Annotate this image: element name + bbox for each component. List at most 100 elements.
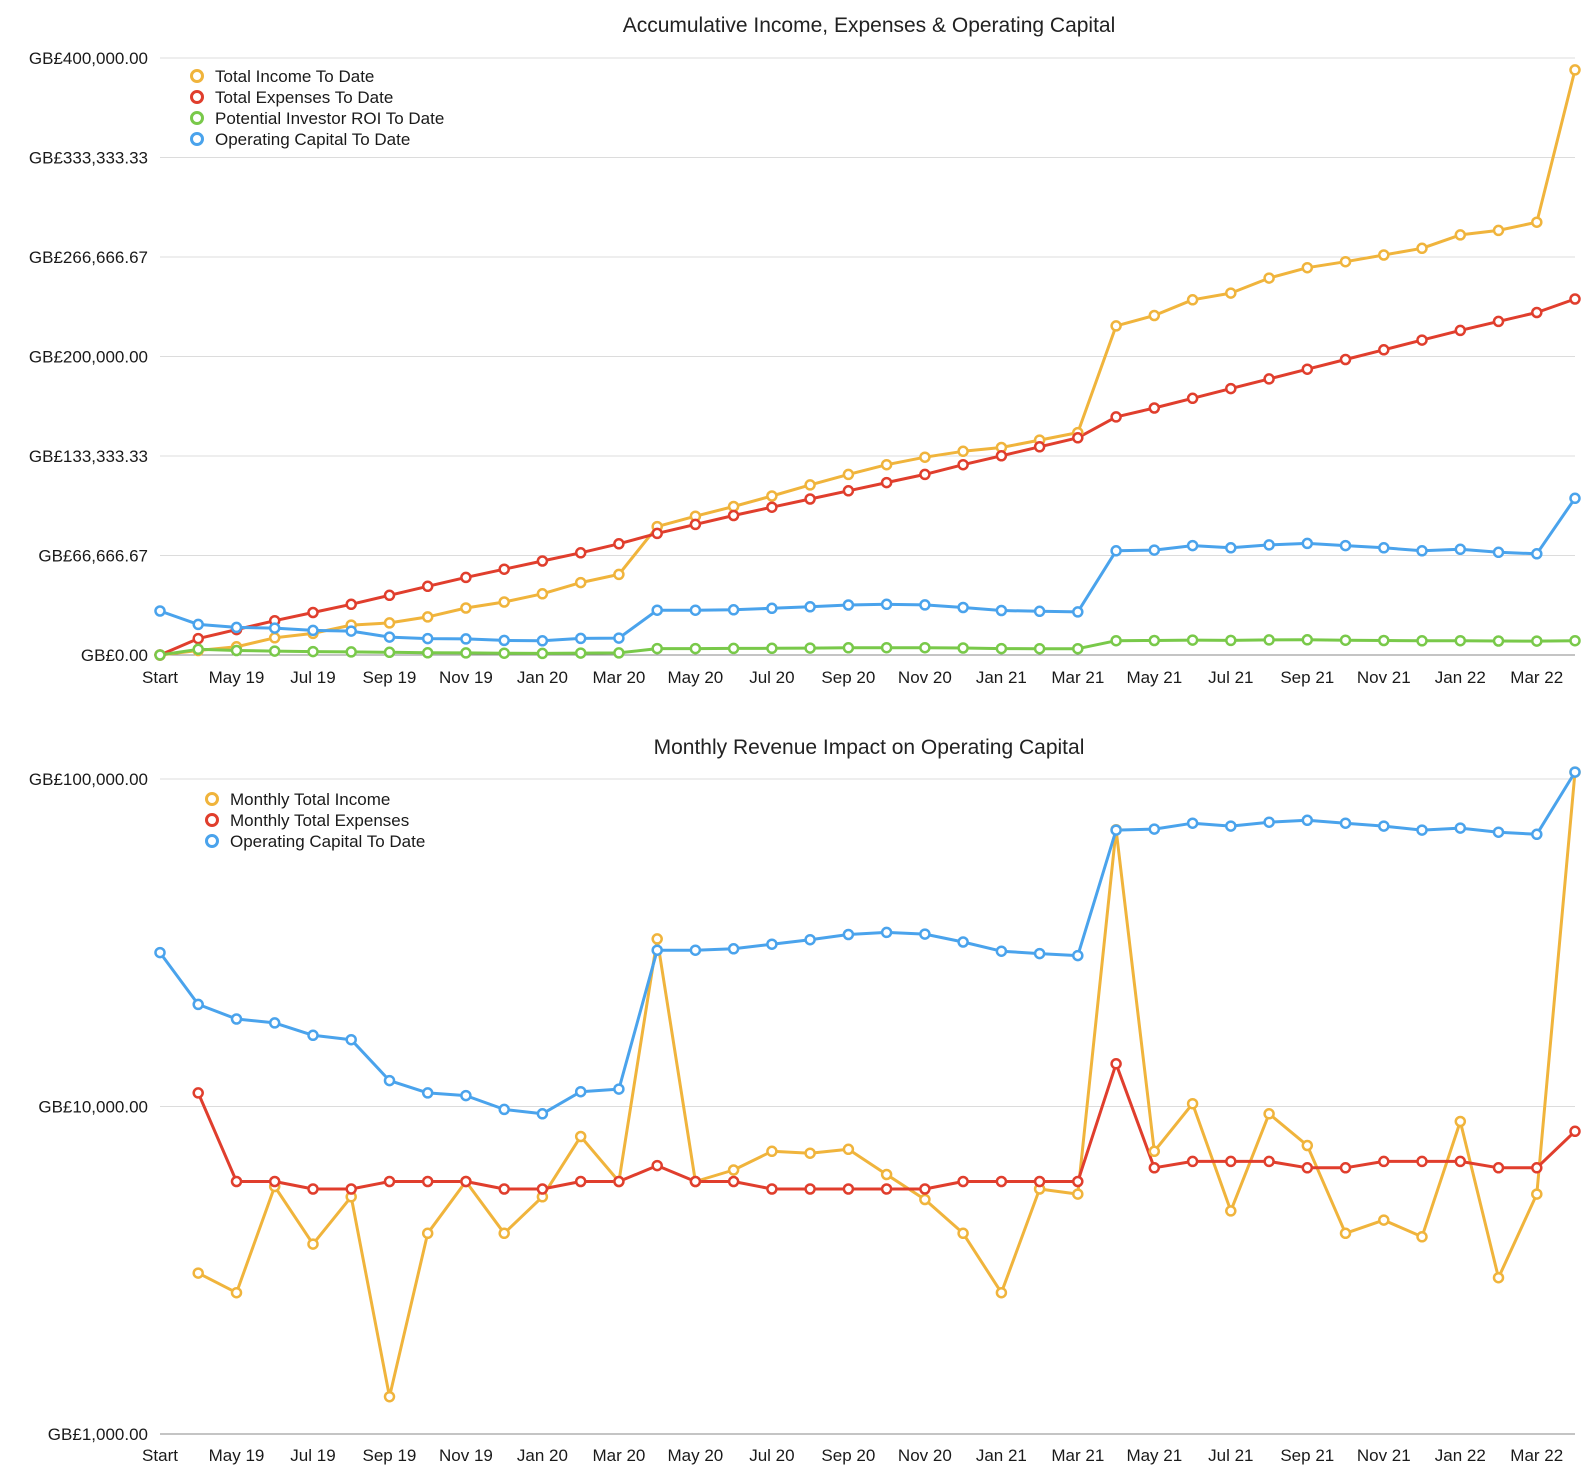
chart-2-x-tick-label: Nov 19 — [439, 1446, 493, 1465]
chart-1-data-point — [727, 500, 740, 513]
chart-1-y-tick-label: GB£66,666.67 — [38, 547, 148, 566]
chart-1-data-point — [383, 631, 396, 643]
chart-1-data-point — [1301, 261, 1314, 274]
chart-2-data-point — [1301, 814, 1314, 827]
chart-1-x-tick-label: Mar 22 — [1510, 668, 1563, 687]
chart-2-data-point — [1531, 1162, 1543, 1174]
chart-1-x-tick-label: Mar 21 — [1051, 668, 1104, 687]
chart-2-series-line-3 — [158, 771, 1577, 1116]
chart-2-data-point — [1263, 1108, 1275, 1120]
chart-1-y-tick-label: GB£400,000.00 — [29, 49, 148, 68]
chart-1-data-point — [1339, 634, 1352, 646]
chart-2-data-point — [1072, 949, 1084, 962]
chart-2-data-point — [766, 1183, 778, 1195]
chart-2-data-point — [613, 1175, 625, 1188]
chart-1-data-point — [1263, 634, 1275, 646]
chart-1-data-point — [957, 601, 969, 614]
chart-2-data-point — [1492, 826, 1505, 838]
chart-1-data-point — [192, 643, 204, 656]
chart-2-data-point — [727, 1175, 740, 1188]
chart-2-data-point — [651, 1159, 663, 1172]
chart-1-x-tick-label: Jan 21 — [976, 668, 1027, 687]
chart-1-data-point — [1225, 634, 1237, 647]
chart-1-data-point — [421, 632, 434, 645]
chart-2-data-point — [804, 1183, 816, 1195]
chart-2-data-point — [498, 1227, 510, 1240]
chart-2-data-point — [1416, 1155, 1428, 1168]
chart-1-data-point — [1492, 315, 1505, 328]
chart-2-data-point — [1072, 1188, 1084, 1200]
chart-1-data-point — [1301, 634, 1314, 646]
chart-2-data-point — [880, 1183, 893, 1195]
chart-1-data-point — [1378, 542, 1390, 554]
chart-1-data-point — [1416, 242, 1428, 255]
chart-2-legend-label: Monthly Total Income — [230, 790, 390, 809]
chart-1-y-tick-label: GB£0.00 — [81, 646, 148, 665]
chart-2-data-point — [192, 998, 204, 1011]
chart-2-data-point — [307, 1183, 319, 1195]
chart-1-data-point — [880, 458, 893, 471]
chart-1-data-point — [1492, 224, 1505, 237]
chart-1-data-point — [536, 635, 549, 647]
chart-1-data-point — [1339, 539, 1352, 552]
chart-1-data-point — [613, 647, 625, 659]
chart-1-data-point — [1186, 539, 1199, 552]
chart-1-data-point — [345, 598, 357, 611]
chart-2-data-point — [651, 933, 663, 945]
chart-2-x-tick-label: May 21 — [1126, 1446, 1182, 1465]
chart-1-data-point — [1225, 287, 1237, 299]
chart-2-data-point — [1148, 1162, 1161, 1174]
chart-1-legend-label: Operating Capital To Date — [215, 130, 410, 149]
chart-1-data-point — [995, 642, 1008, 655]
chart-1-data-point — [1186, 294, 1199, 306]
chart-2-data-point — [1492, 1162, 1505, 1174]
chart-1-data-point — [842, 468, 855, 481]
chart-2-x-tick-label: Mar 22 — [1510, 1446, 1563, 1465]
chart-2-data-point — [1416, 824, 1428, 836]
chart-1-x-tick-label: Jan 22 — [1435, 668, 1486, 687]
chart-2-data-point — [880, 926, 893, 939]
chart-2-data-point — [345, 1183, 357, 1195]
chart-2-data-point — [651, 944, 663, 956]
chart-1-plot: GB£0.00 GB£66,666.67 GB£133,333.33 GB£200,0… — [29, 49, 1581, 687]
chart-2-data-point — [383, 1175, 396, 1188]
chart-1-data-point — [613, 632, 625, 644]
chart-2-data-point — [1225, 1155, 1237, 1168]
chart-1-y-tick-label: GB£200,000.00 — [29, 348, 148, 367]
chart-1-x-tick-label: May 21 — [1126, 668, 1182, 687]
chart-2-data-point — [1072, 1175, 1084, 1188]
chart-1-data-point — [1339, 353, 1352, 366]
chart-2-x-tick-label: Jul 21 — [1208, 1446, 1253, 1465]
chart-1-x-tick-label: Jul 19 — [290, 668, 335, 687]
chart-2-data-point — [1110, 824, 1122, 836]
chart-1-data-point — [766, 490, 778, 502]
chart-2-data-point — [1225, 1205, 1237, 1217]
chart-1-data-point — [421, 647, 434, 659]
chart-1-data-point — [1569, 492, 1581, 505]
chart-2-data-point — [1301, 1139, 1314, 1152]
chart-1-data-point — [727, 509, 740, 522]
chart-1-legend-marker — [190, 111, 204, 125]
chart-2-plot: GB£1,000.00 GB£10,000.00 GB£100,000.00 Star… — [29, 766, 1581, 1465]
chart-2-data-point — [1339, 1227, 1352, 1240]
chart-1-data-point — [383, 646, 396, 659]
chart-2-data-point — [1492, 1271, 1505, 1284]
chart-1-x-tick-label: May 20 — [668, 668, 724, 687]
chart-1-data-point — [613, 568, 625, 581]
chart-1-data-point — [307, 624, 319, 637]
chart-2-data-point — [689, 944, 702, 956]
chart-2-data-point — [230, 1175, 243, 1188]
chart-2-data-point — [1569, 1125, 1581, 1138]
chart-2-data-point — [842, 1143, 855, 1156]
chart-1-data-point — [1263, 539, 1275, 551]
chart-2-data-point — [957, 1175, 969, 1188]
chart-2-data-point — [1378, 1155, 1390, 1168]
chart-2-legend-marker — [205, 792, 219, 806]
chart-1-data-point — [345, 646, 357, 658]
chart-1-data-point — [230, 621, 243, 634]
chart-2-data-point — [804, 1147, 816, 1159]
chart-2-data-point — [383, 1074, 396, 1087]
chart-1-data-point — [421, 611, 434, 623]
chart-2-data-point — [957, 936, 969, 948]
